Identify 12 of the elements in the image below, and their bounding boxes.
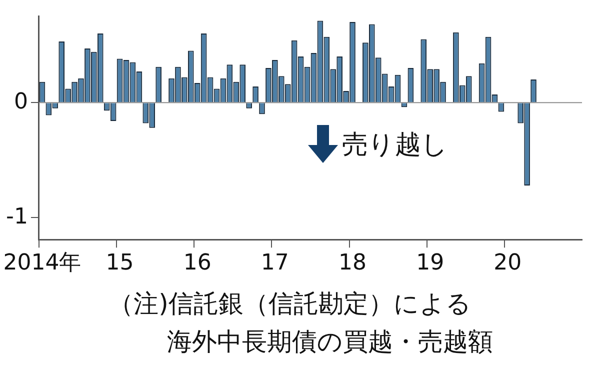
x-tick-label: 2014年: [3, 250, 82, 276]
annotation: 売り越し: [342, 128, 448, 162]
y-tick-label: 0: [14, 89, 28, 114]
x-tick-label: 19: [416, 250, 444, 276]
x-tick-label: 16: [183, 250, 212, 276]
x-tick-label: 20: [494, 250, 522, 276]
x-tick-label: 15: [106, 250, 134, 276]
text: （注)信託銀（信託勘定）による: [108, 288, 472, 320]
y-tick-label: -1: [6, 204, 28, 230]
x-tick-label: 18: [338, 250, 367, 276]
x-tick-label: 17: [260, 250, 289, 276]
text: 海外中長期債の買越・売越額: [166, 326, 494, 358]
